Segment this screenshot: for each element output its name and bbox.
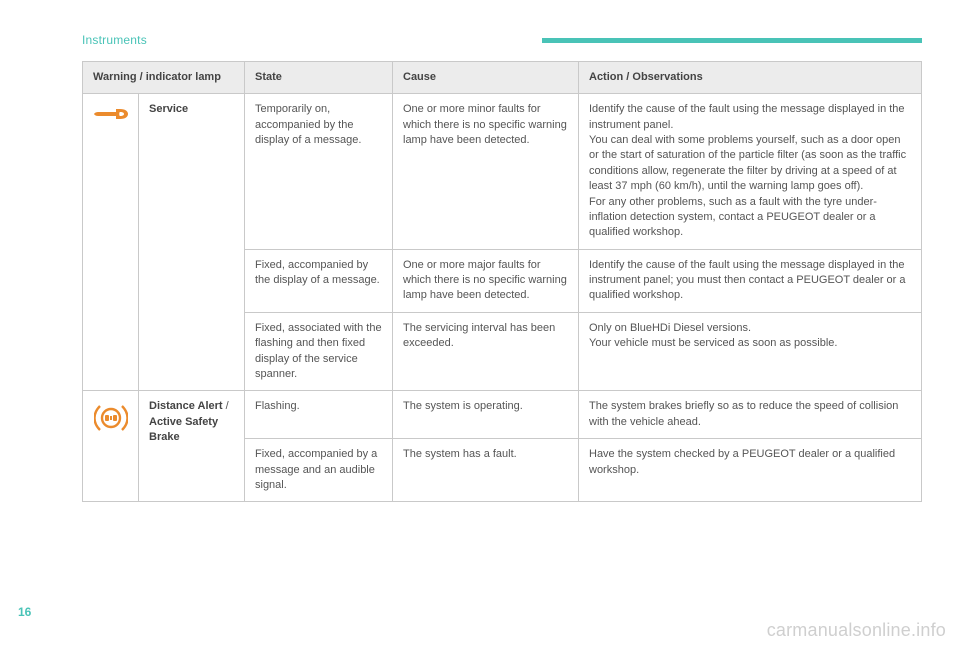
lamp-name-sep: / <box>223 400 229 412</box>
lamp-name-line2: Active Safety Brake <box>149 416 218 443</box>
service-spanner-icon <box>94 113 128 125</box>
action-cell: Identify the cause of the fault using th… <box>579 94 922 250</box>
action-cell: The system brakes briefly so as to reduc… <box>579 391 922 439</box>
manual-page: Instruments Warning / indicator lamp Sta… <box>0 0 960 522</box>
distance-alert-icon <box>94 424 128 436</box>
state-cell: Fixed, accompanied by the display of a m… <box>245 249 393 312</box>
action-cell: Only on BlueHDi Diesel versions. Your ve… <box>579 312 922 391</box>
state-cell: Flashing. <box>245 391 393 439</box>
section-title: Instruments <box>82 32 147 49</box>
cause-cell: The system has a fault. <box>393 439 579 502</box>
col-header-action: Action / Observations <box>579 61 922 93</box>
state-cell: Temporarily on, accompanied by the displ… <box>245 94 393 250</box>
cause-cell: The servicing interval has been exceeded… <box>393 312 579 391</box>
watermark: carmanualsonline.info <box>767 618 946 643</box>
cause-cell: The system is operating. <box>393 391 579 439</box>
lamp-name-cell: Service <box>139 94 245 391</box>
state-cell: Fixed, accompanied by a message and an a… <box>245 439 393 502</box>
header-accent-bar <box>542 38 922 43</box>
action-cell: Have the system checked by a PEUGEOT dea… <box>579 439 922 502</box>
state-cell: Fixed, associated with the flashing and … <box>245 312 393 391</box>
col-header-state: State <box>245 61 393 93</box>
warning-lamps-table: Warning / indicator lamp State Cause Act… <box>82 61 922 503</box>
cause-cell: One or more minor faults for which there… <box>393 94 579 250</box>
lamp-icon-cell <box>83 94 139 391</box>
col-header-lamp: Warning / indicator lamp <box>83 61 245 93</box>
lamp-name: Service <box>149 103 188 115</box>
lamp-icon-cell <box>83 391 139 502</box>
page-number: 16 <box>18 604 31 621</box>
cause-cell: One or more major faults for which there… <box>393 249 579 312</box>
lamp-name-line1: Distance Alert <box>149 400 223 412</box>
page-header: Instruments <box>82 32 922 49</box>
table-row: Distance Alert / Active Safety Brake Fla… <box>83 391 922 439</box>
table-header-row: Warning / indicator lamp State Cause Act… <box>83 61 922 93</box>
lamp-name-cell: Distance Alert / Active Safety Brake <box>139 391 245 502</box>
col-header-cause: Cause <box>393 61 579 93</box>
table-row: Service Temporarily on, accompanied by t… <box>83 94 922 250</box>
action-cell: Identify the cause of the fault using th… <box>579 249 922 312</box>
